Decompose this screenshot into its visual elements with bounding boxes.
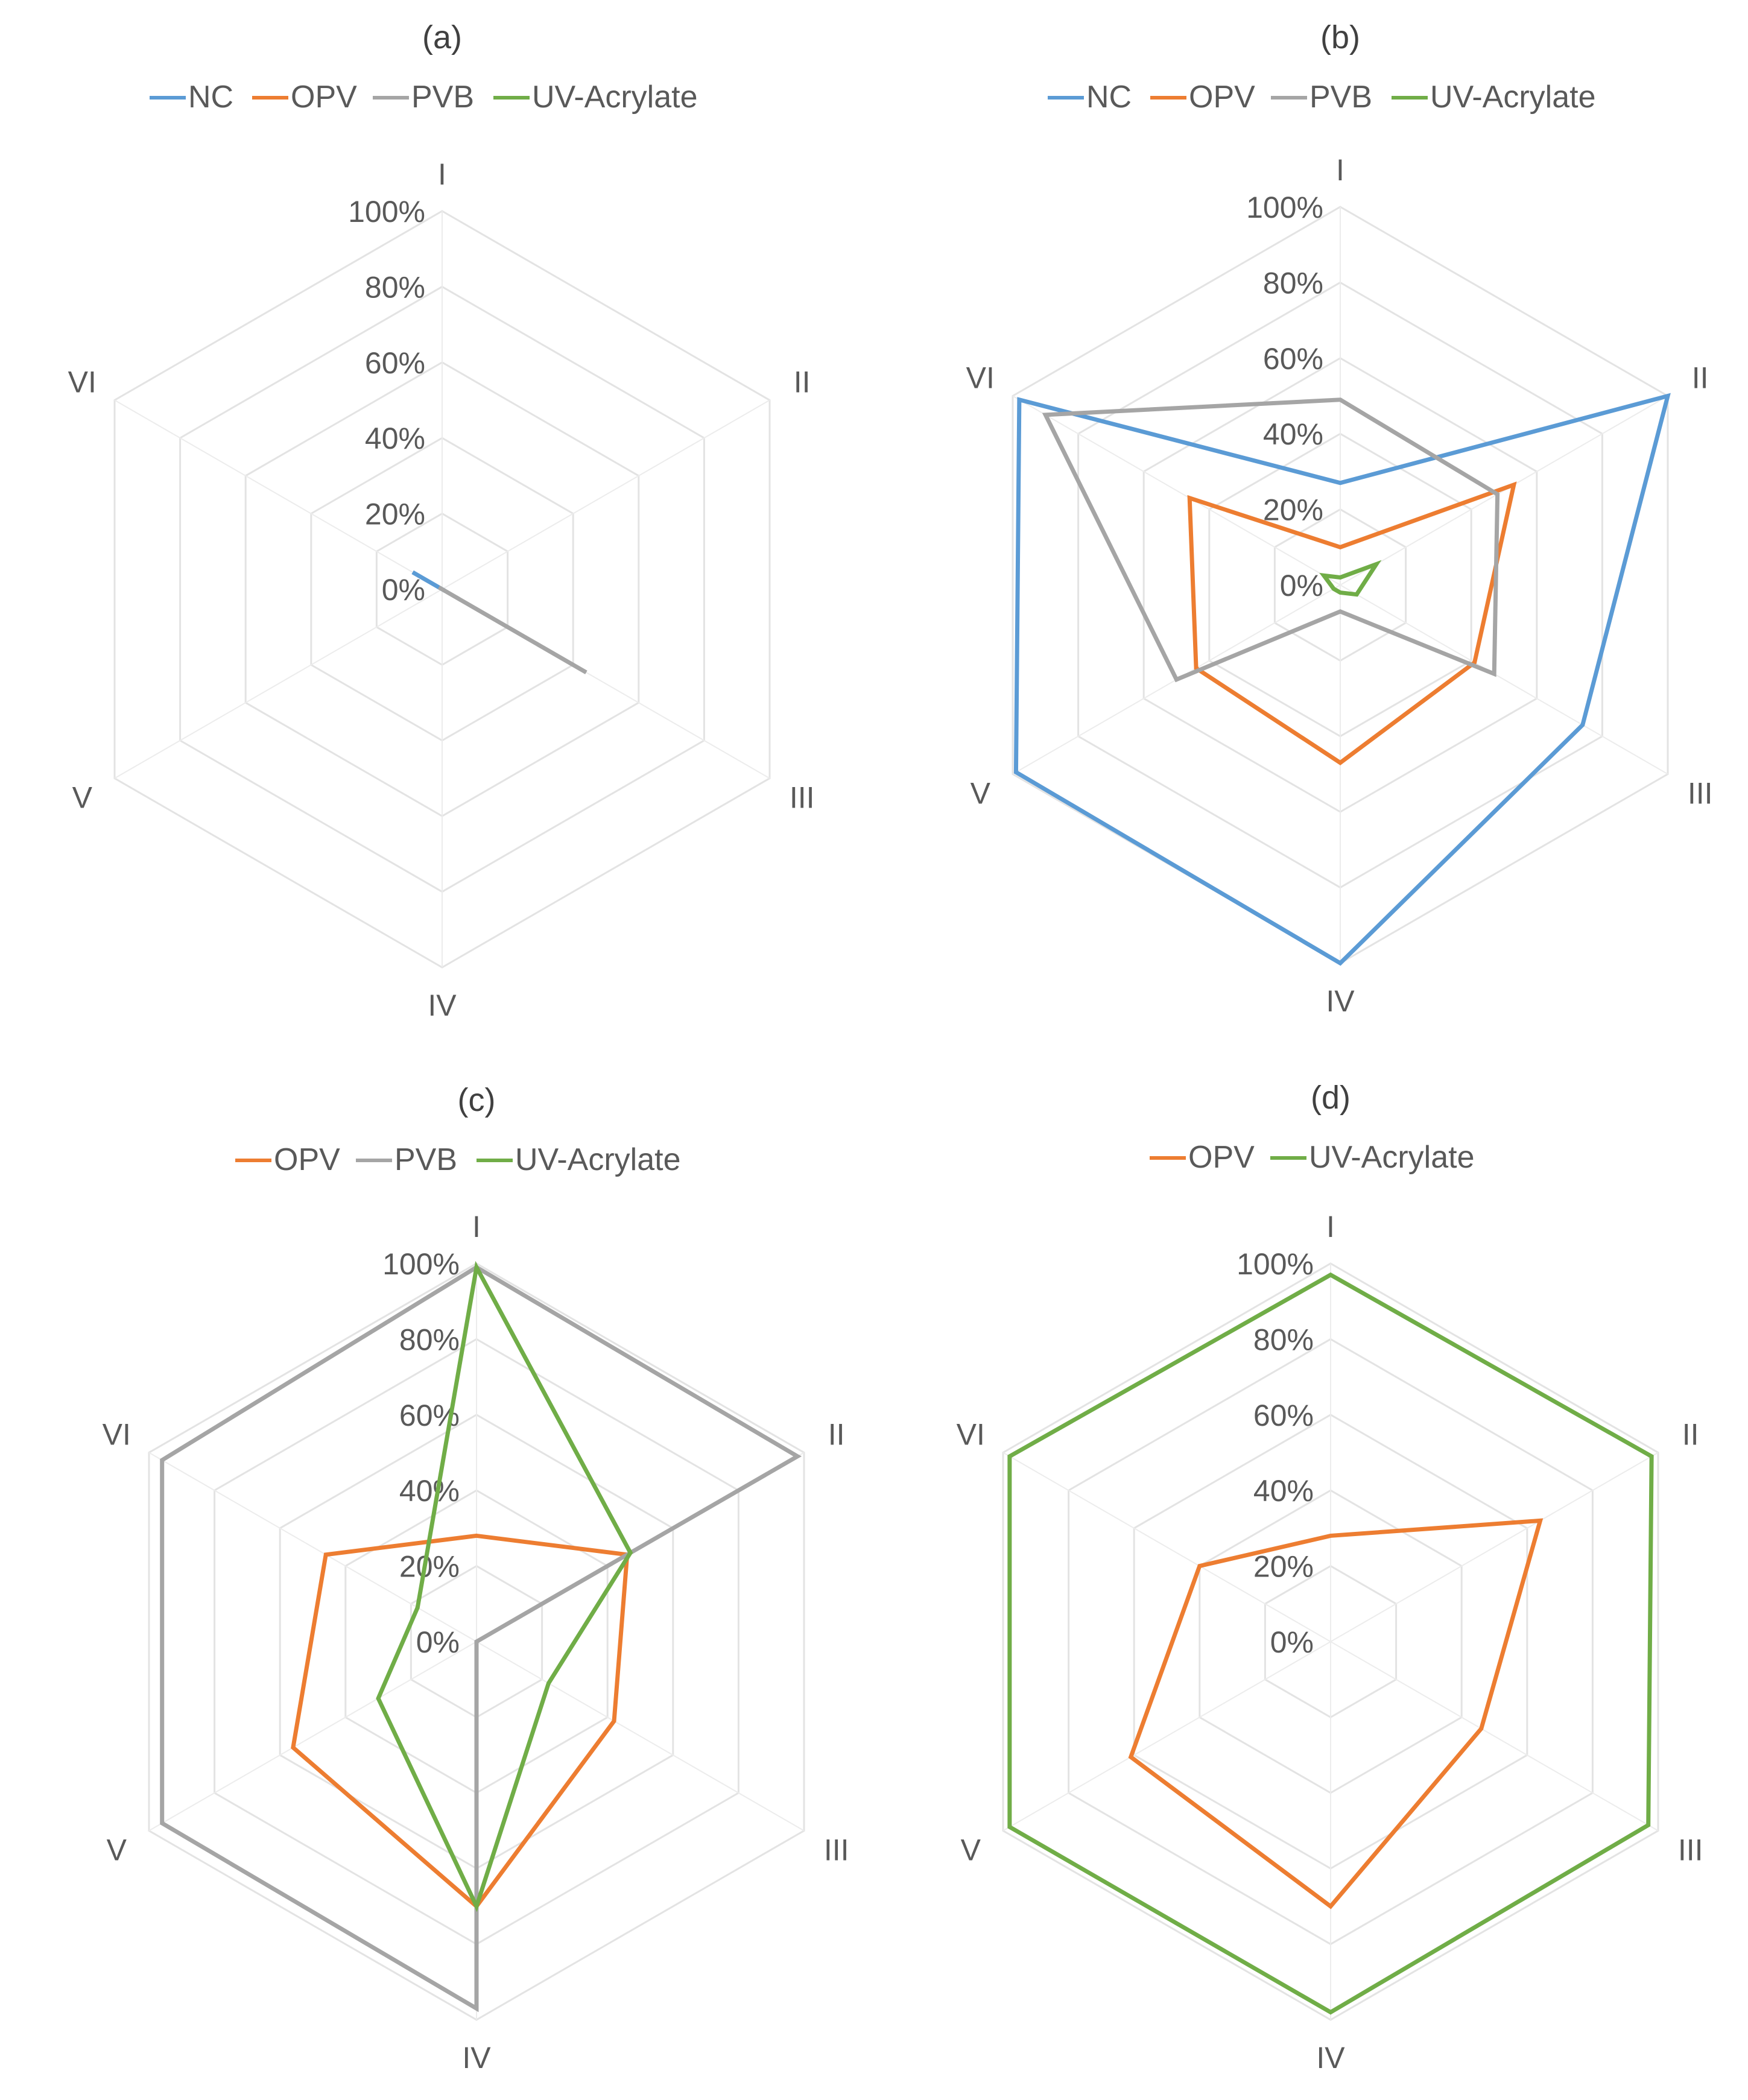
- panel-2-spoke-vi: [1012, 395, 1341, 586]
- panel-2-series-opv: [1187, 481, 1517, 765]
- panel-3-category-label-v: V: [107, 1833, 127, 1867]
- panel-3-series-pvb: [160, 1265, 802, 2013]
- panel-3-tick-label-100: 100%: [382, 1247, 460, 1281]
- panel-2-legend-label-uv-acrylate: UV-Acrylate: [1430, 80, 1596, 115]
- panel-4-category-label-i: I: [1326, 1210, 1335, 1244]
- panel-1-category-label-ii: II: [794, 365, 811, 399]
- panel-2-category-label-iv: IV: [1326, 984, 1355, 1018]
- panel-4-tick-label-20: 20%: [1253, 1550, 1314, 1584]
- panel-2-tick-label-0: 0%: [1280, 569, 1323, 602]
- panel-1-category-label-vi: VI: [68, 365, 97, 399]
- panel-1-category-label-i: I: [438, 157, 446, 191]
- panel-4-category-label-iv: IV: [1316, 2041, 1345, 2075]
- panel-4-title: (d): [1311, 1080, 1351, 1116]
- panel-4-spoke-v: [1002, 1641, 1331, 1832]
- panel-3-title: (c): [458, 1082, 496, 1118]
- panel-4-legend-label-opv: OPV: [1188, 1140, 1255, 1175]
- panel-2-category-label-v: V: [971, 777, 991, 811]
- panel-2-legend-label-opv: OPV: [1189, 80, 1255, 115]
- panel-3-tick-label-80: 80%: [399, 1323, 460, 1356]
- panel-2-title: (b): [1320, 19, 1360, 55]
- panel-1-spoke-vi: [114, 399, 443, 590]
- panel-3-category-label-iii: III: [824, 1833, 849, 1867]
- panel-4-category-label-v: V: [961, 1833, 981, 1867]
- panel-4-spoke-ii: [1330, 1452, 1659, 1642]
- panel-4-category-label-iii: III: [1678, 1833, 1703, 1867]
- panel-3-series-opv: [291, 1533, 630, 1910]
- panel-2-legend-label-nc: NC: [1086, 80, 1132, 115]
- panel-4-series-opv: [1128, 1518, 1544, 1909]
- panel-4-series-uv-acrylate: [1007, 1272, 1654, 2015]
- panel-4-tick-label-0: 0%: [1270, 1625, 1314, 1659]
- panel-3-category-label-ii: II: [828, 1418, 845, 1452]
- panel-1-legend-label-uv-acrylate: UV-Acrylate: [532, 80, 698, 115]
- panel-4-tick-label-40: 40%: [1253, 1474, 1314, 1508]
- panel-1-category-label-v: V: [72, 781, 93, 815]
- panel-2-category-label-i: I: [1336, 153, 1344, 187]
- panel-3-legend-label-opv: OPV: [274, 1142, 340, 1177]
- panel-1-tick-label-60: 60%: [365, 346, 425, 380]
- panel-1-category-label-iv: IV: [428, 988, 457, 1022]
- panel-2-category-label-vi: VI: [966, 361, 995, 395]
- panel-4-tick-label-80: 80%: [1253, 1323, 1314, 1356]
- panel-2-spoke-iii: [1340, 584, 1668, 775]
- panel-3-legend-label-pvb: PVB: [394, 1142, 457, 1177]
- panel-1-tick-label-80: 80%: [365, 270, 425, 304]
- panel-1-tick-label-40: 40%: [365, 422, 425, 455]
- panel-4-spoke-vi: [1002, 1452, 1331, 1642]
- panel-1-tick-label-20: 20%: [365, 498, 425, 531]
- panel-2-tick-label-100: 100%: [1246, 191, 1323, 224]
- panel-3-tick-label-0: 0%: [416, 1625, 460, 1659]
- panel-3-spoke-vi: [148, 1452, 477, 1642]
- panel-4-spoke-iii: [1330, 1641, 1659, 1832]
- panel-1-series-pvb: [437, 585, 587, 674]
- panel-4-tick-label-60: 60%: [1253, 1399, 1314, 1432]
- panel-4-category-label-ii: II: [1682, 1418, 1699, 1452]
- panel-3-spoke-v: [148, 1641, 477, 1832]
- panel-2-tick-label-40: 40%: [1263, 417, 1323, 451]
- panel-2-legend-label-pvb: PVB: [1309, 80, 1372, 115]
- panel-4-category-label-vi: VI: [957, 1418, 985, 1452]
- panel-2-tick-label-20: 20%: [1263, 493, 1323, 527]
- panel-1-title: (a): [422, 19, 462, 55]
- panel-2-series-pvb: [1042, 397, 1500, 683]
- panel-1-spoke-v: [114, 589, 443, 779]
- panel-3-legend-label-uv-acrylate: UV-Acrylate: [515, 1142, 681, 1177]
- panel-1-legend-label-opv: OPV: [291, 80, 357, 115]
- panel-3-category-label-iv: IV: [462, 2041, 491, 2075]
- panel-1-spoke-ii: [442, 399, 770, 590]
- panel-3-tick-label-40: 40%: [399, 1474, 460, 1508]
- panel-2-category-label-ii: II: [1692, 361, 1709, 395]
- panel-2-tick-label-60: 60%: [1263, 342, 1323, 376]
- panel-1-legend-label-nc: NC: [188, 80, 233, 115]
- panel-3-tick-label-20: 20%: [399, 1550, 460, 1584]
- panel-1-legend-label-pvb: PVB: [411, 80, 474, 115]
- panel-2-series-uv-acrylate: [1319, 560, 1382, 597]
- panel-3-series-uv-acrylate: [376, 1260, 633, 1912]
- panel-2-category-label-iii: III: [1688, 777, 1713, 811]
- panel-1-category-label-iii: III: [790, 781, 815, 815]
- panel-3-category-label-vi: VI: [103, 1418, 131, 1452]
- panel-1-tick-label-0: 0%: [382, 573, 425, 607]
- panel-3-category-label-i: I: [472, 1210, 481, 1244]
- panel-4-tick-label-100: 100%: [1237, 1247, 1314, 1281]
- panel-2-tick-label-80: 80%: [1263, 266, 1323, 300]
- panel-4-legend-label-uv-acrylate: UV-Acrylate: [1309, 1140, 1475, 1175]
- panel-2-series-nc: [1013, 393, 1671, 966]
- panel-3-spoke-iii: [476, 1641, 805, 1832]
- panel-1-tick-label-100: 100%: [348, 195, 425, 229]
